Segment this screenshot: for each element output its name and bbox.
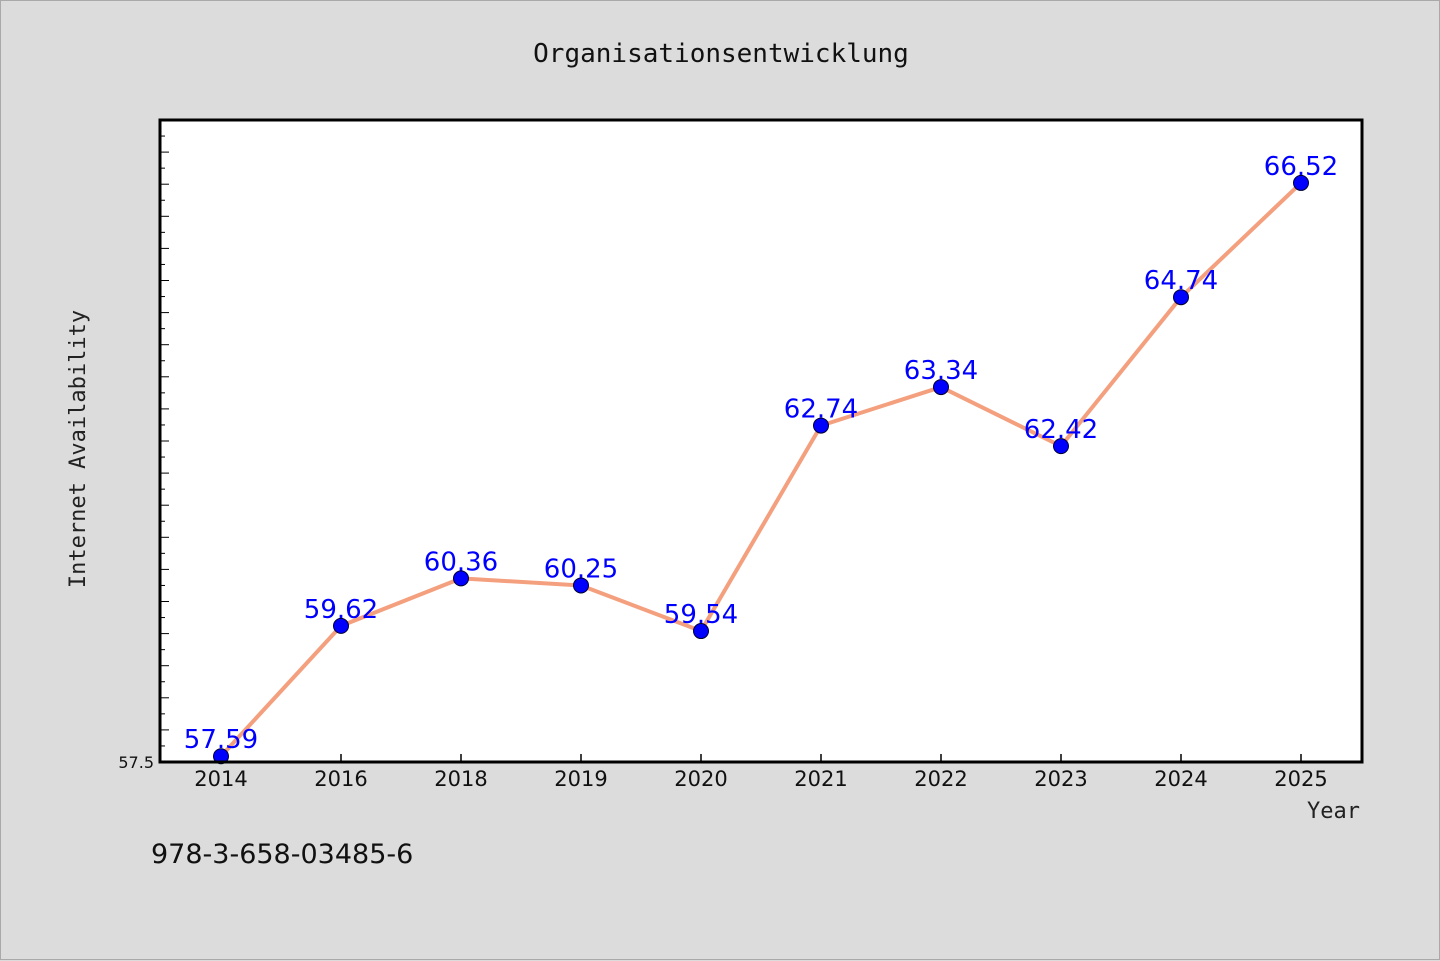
data-point — [573, 577, 589, 594]
data-point — [1053, 438, 1069, 455]
data-label: 59.62 — [304, 595, 378, 625]
data-point — [453, 570, 469, 587]
data-label: 60.25 — [544, 554, 618, 584]
data-point — [813, 417, 829, 434]
x-tick-label: 2014 — [194, 767, 247, 791]
data-label: 57.59 — [184, 725, 258, 755]
x-axis-ticks: 2014 2016 2018 2019 2020 2021 2022 2023 2024 2025 — [194, 754, 1328, 791]
data-point — [333, 617, 349, 634]
x-tick-label: 2019 — [554, 767, 607, 791]
data-point — [213, 748, 229, 765]
data-point — [693, 623, 709, 640]
x-tick-label: 2024 — [1154, 767, 1207, 791]
isbn-text: 978-3-658-03485-6 — [151, 839, 413, 870]
x-axis-label: Year — [1307, 799, 1360, 824]
x-tick-label: 2016 — [314, 767, 367, 791]
data-label: 62.74 — [784, 395, 858, 425]
data-point — [933, 379, 949, 396]
y-tick-label: 57.5 — [118, 753, 154, 772]
data-label: 62.42 — [1024, 415, 1098, 445]
data-label: 66.52 — [1264, 152, 1338, 182]
series-line — [219, 180, 1303, 759]
x-tick-label: 2025 — [1274, 767, 1327, 791]
x-tick-label: 2021 — [794, 767, 847, 791]
plot-area — [160, 120, 1362, 762]
y-axis-label: Internet Availability — [66, 310, 91, 588]
x-tick-label: 2022 — [914, 767, 967, 791]
data-point — [1173, 289, 1189, 306]
data-label: 64.74 — [1144, 266, 1218, 296]
x-tick-label: 2023 — [1034, 767, 1087, 791]
series-layer: 57.59 59.62 60.36 60.25 59.54 62.74 63.34 62.42… — [184, 152, 1338, 765]
x-tick-label: 2018 — [434, 767, 487, 791]
data-label: 60.36 — [424, 547, 498, 577]
data-point — [1293, 174, 1309, 191]
plot-border — [158, 118, 1364, 764]
data-label: 63.34 — [904, 356, 978, 386]
x-tick-label: 2020 — [674, 767, 727, 791]
data-label: 59.54 — [664, 600, 738, 630]
chart-title: Organisationsentwicklung — [533, 39, 909, 69]
